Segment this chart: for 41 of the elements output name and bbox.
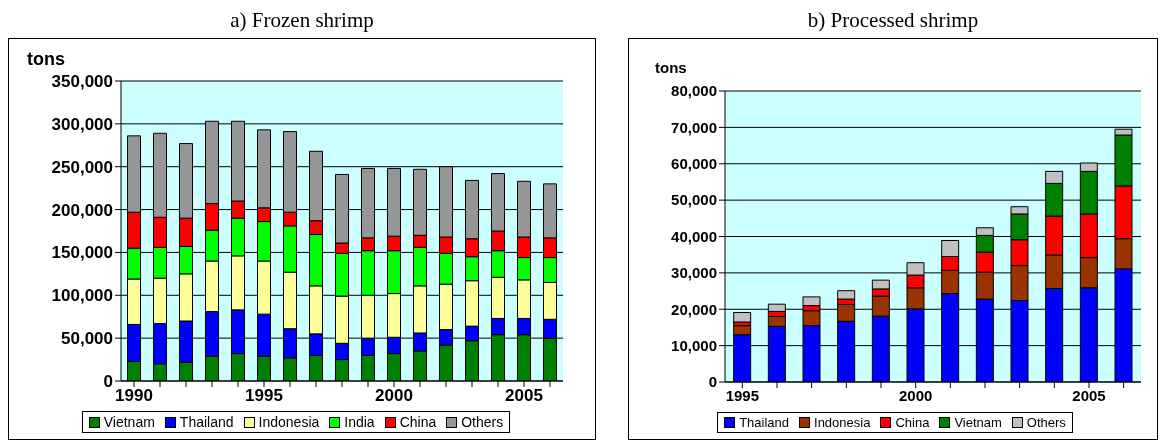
x-tick-label: 2005	[1072, 386, 1106, 404]
legend-label: China	[399, 414, 437, 430]
legend-label: Thailand	[179, 414, 234, 430]
legend-label: India	[344, 414, 375, 430]
x-tick-label: 1995	[245, 386, 283, 406]
chart-title: b) Processed shrimp	[806, 8, 980, 34]
legend-label: Others	[461, 414, 504, 430]
y-tick-label: 300,000	[51, 114, 113, 134]
legend-label: Thailand	[739, 415, 790, 430]
legend-label: Indonesia	[258, 414, 320, 430]
legend-label: Vietnam	[103, 414, 155, 430]
y-tick-label: 50,000	[671, 191, 717, 209]
y-tick-label: 20,000	[671, 300, 717, 318]
x-tick-label: 1990	[115, 386, 153, 406]
y-tick-label: 0	[103, 372, 113, 392]
x-tick-label: 2000	[898, 386, 933, 404]
y-tick-label: 50,000	[61, 329, 113, 349]
y-tick-label: 0	[708, 373, 717, 391]
y-tick-label: 30,000	[671, 264, 717, 282]
y-axis-title: tons	[655, 59, 687, 76]
chart-title: a) Frozen shrimp	[229, 8, 375, 34]
y-tick-label: 10,000	[671, 336, 717, 354]
x-tick-label: 1995	[725, 386, 760, 404]
y-tick-label: 70,000	[671, 118, 717, 136]
legend-label: China	[895, 415, 930, 430]
y-tick-label: 60,000	[671, 155, 717, 173]
y-tick-label: 40,000	[671, 227, 717, 245]
legend-label: Others	[1026, 415, 1066, 430]
y-tick-label: 350,000	[51, 72, 113, 92]
bar	[733, 312, 752, 323]
legend-label: Vietnam	[954, 415, 1002, 430]
y-tick-label: 80,000	[671, 82, 717, 100]
legend-label: Indonesia	[814, 415, 871, 430]
y-axis-title: tons	[27, 49, 65, 70]
y-tick-label: 150,000	[51, 243, 113, 263]
bar	[802, 296, 821, 307]
x-tick-label: 2005	[505, 386, 543, 406]
y-tick-label: 250,000	[51, 157, 113, 177]
y-tick-label: 200,000	[51, 200, 113, 220]
x-tick-label: 2000	[375, 386, 413, 406]
y-tick-label: 100,000	[51, 286, 113, 306]
